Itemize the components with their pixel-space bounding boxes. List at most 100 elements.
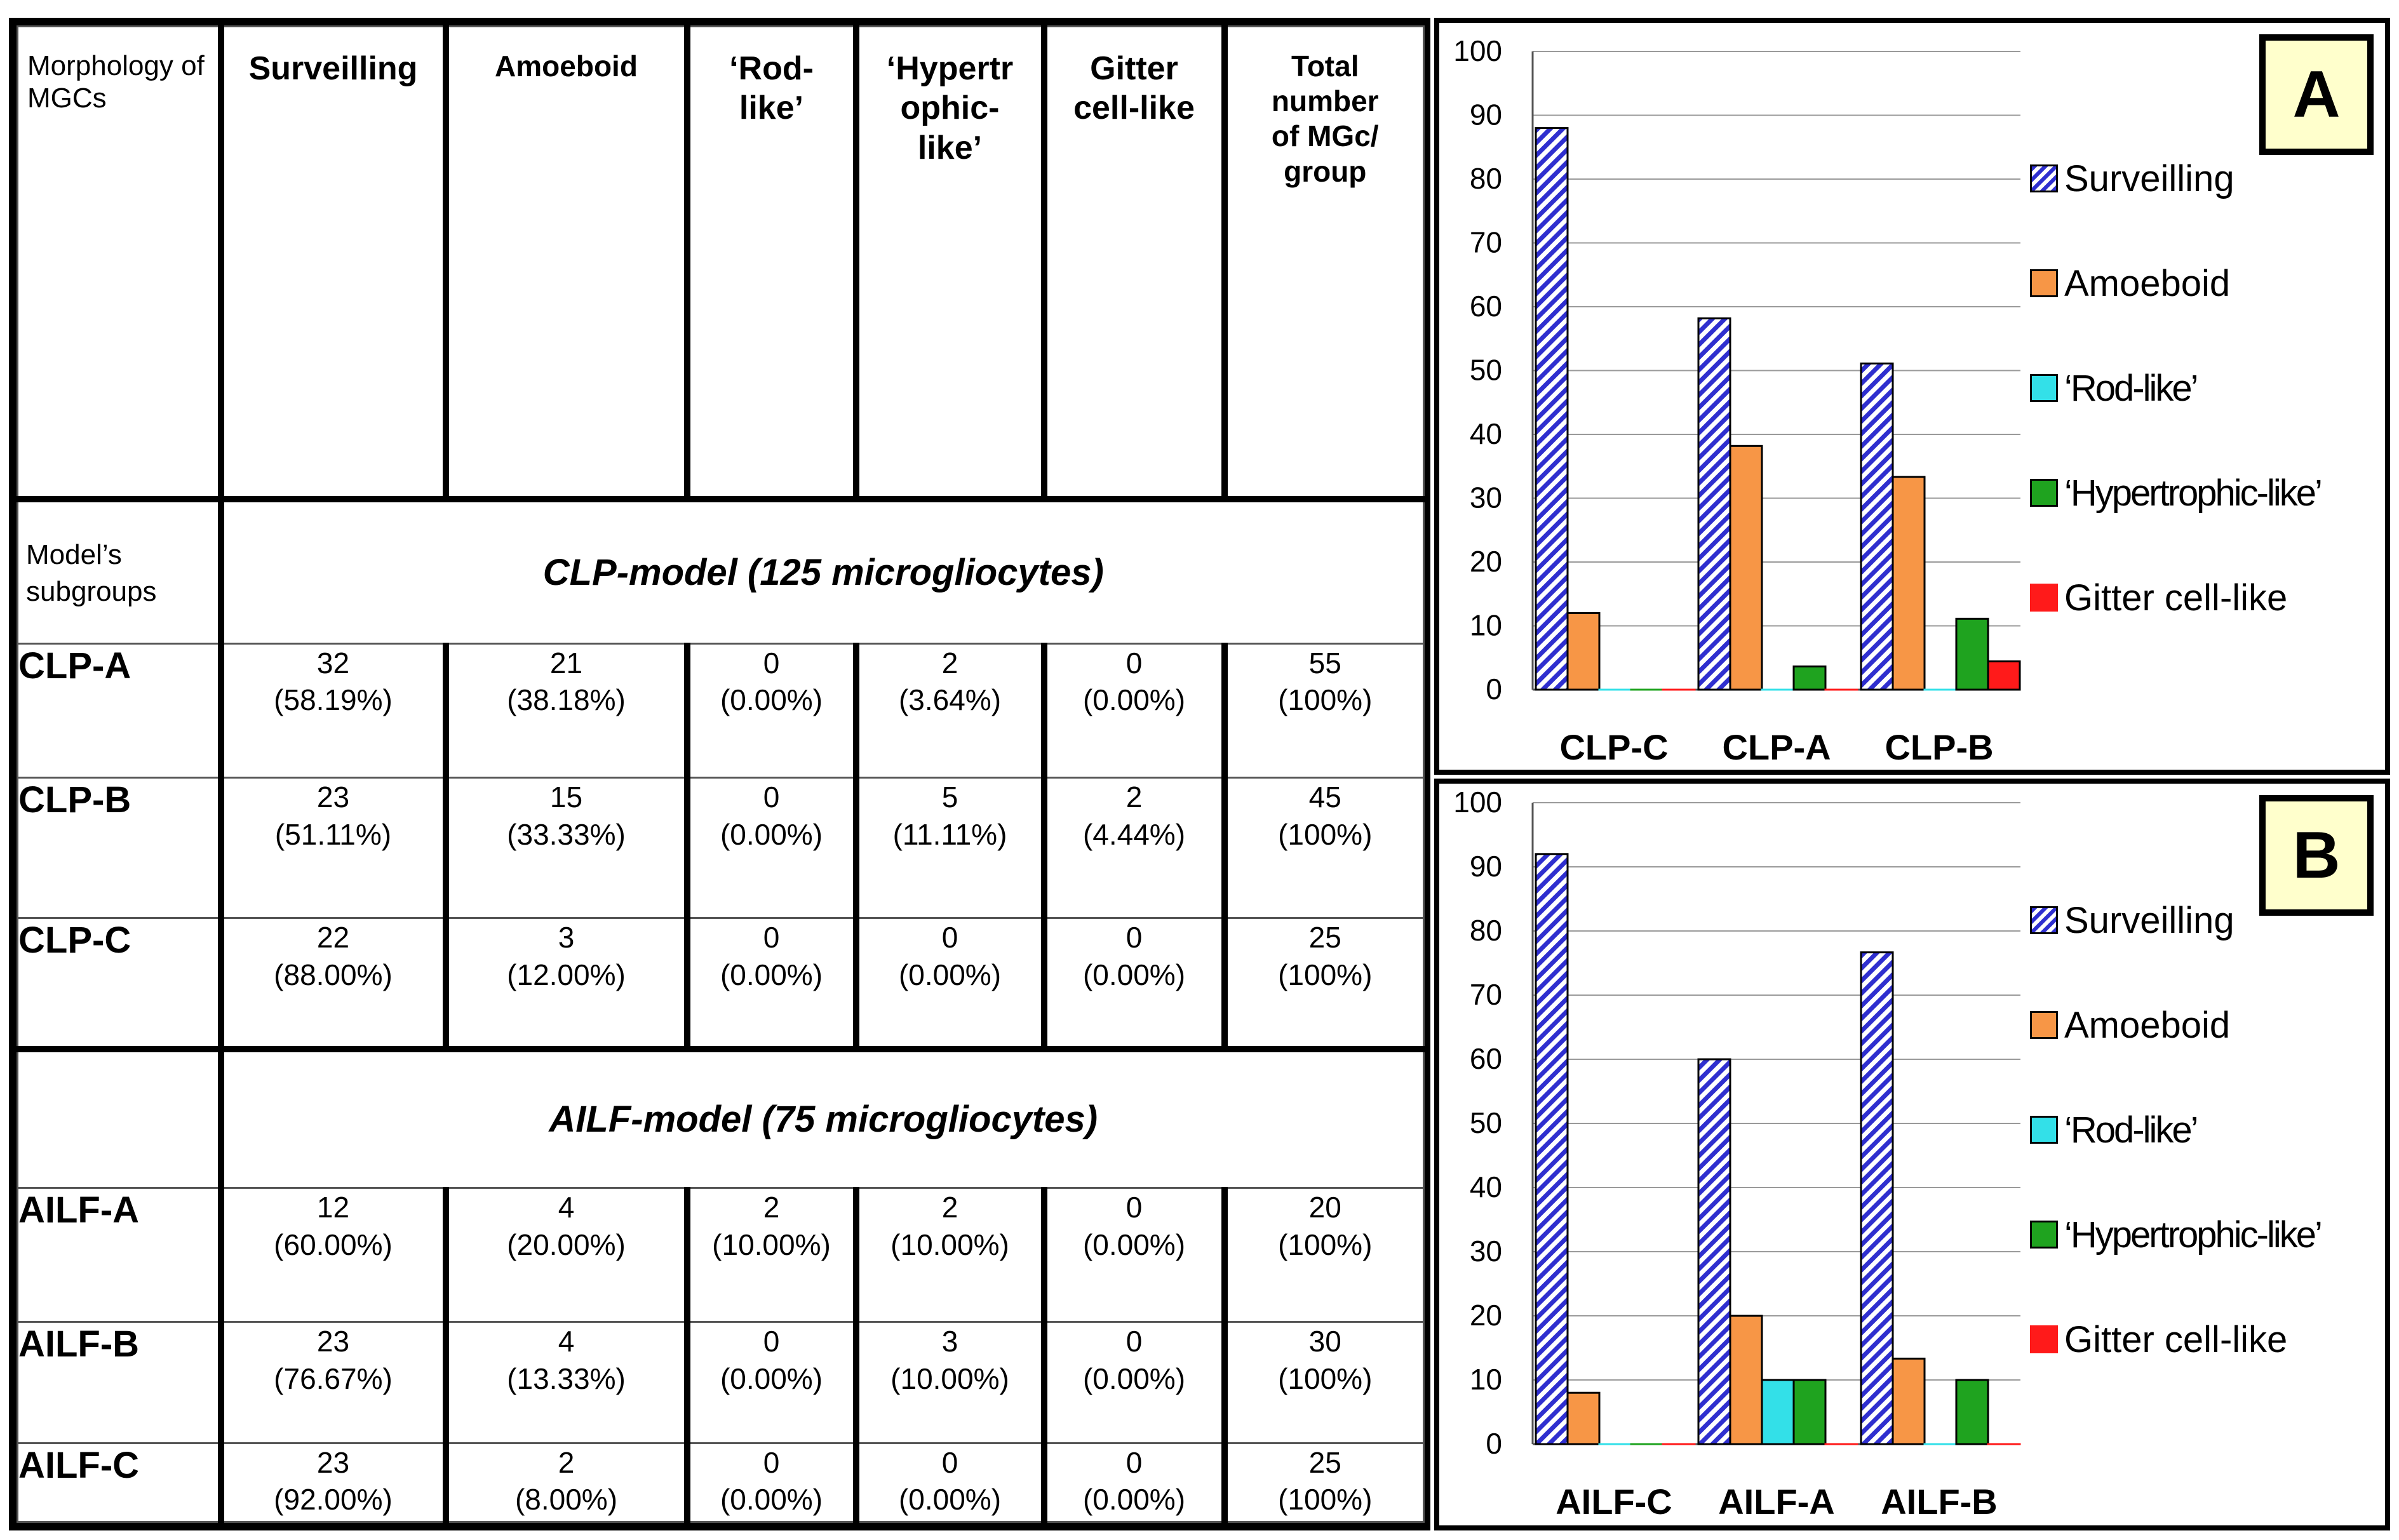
cell-amoeboid: 4 (20.00%) xyxy=(445,1186,690,1323)
cell-count: 30 xyxy=(1308,1324,1341,1358)
col-header-gitter-cell-like: Gitter cell-like xyxy=(1073,50,1195,127)
cell-rod-like: 0 (0.00%) xyxy=(686,642,859,779)
cell-count: 0 xyxy=(763,1445,780,1479)
cell-percent: (3.64%) xyxy=(898,683,1002,717)
y-tick-label: 50 xyxy=(1470,354,1502,387)
cell-gitter-cell-like: 0 (0.00%) xyxy=(1043,1320,1228,1444)
table-row: AILF-B 23 (76.67%) 4 (13.33%) 0 (0.00%) 3 (10.00… xyxy=(17,1320,1425,1444)
bar xyxy=(1860,362,1894,691)
cell-percent: (0.00%) xyxy=(898,958,1002,992)
cell-count: 23 xyxy=(316,780,350,814)
cell-count: 5 xyxy=(941,780,958,814)
y-tick-label: 20 xyxy=(1470,1299,1502,1332)
cell-surveilling: 22 (88.00%) xyxy=(220,917,449,1050)
cell-gitter-cell-like: 0 (0.00%) xyxy=(1043,1186,1228,1323)
cell-percent: (0.00%) xyxy=(720,817,823,851)
bar xyxy=(1535,127,1569,691)
cell-count: 0 xyxy=(763,1324,780,1358)
legend-item: Gitter cell-like xyxy=(2030,575,2321,620)
y-tick-label: 100 xyxy=(1453,34,1502,67)
cell-total: 30 (100%) xyxy=(1223,1320,1425,1444)
panel-label-a: A xyxy=(2259,34,2374,155)
clp-rows: CLP-A 32 (58.19%) 21 (38.18%) 0 (0.00%) 2 (3.64%… xyxy=(17,642,1425,1050)
cell-count: 55 xyxy=(1308,646,1341,680)
bar xyxy=(1987,660,2021,691)
cell-count: 2 xyxy=(941,646,958,680)
cell-count: 0 xyxy=(1126,921,1143,954)
cell-percent: (4.44%) xyxy=(1082,817,1186,851)
cell-count: 3 xyxy=(558,921,575,954)
cell-total: 55 (100%) xyxy=(1223,642,1425,779)
legend-item: ‘Hypertrophic-like’ xyxy=(2030,471,2323,515)
cell-amoeboid: 2 (8.00%) xyxy=(445,1442,690,1523)
legend-label: Gitter cell-like xyxy=(2064,1318,2288,1360)
bar xyxy=(1955,617,1989,691)
legend-label: Amoeboid xyxy=(2064,1004,2231,1046)
bar xyxy=(1729,445,1763,691)
legend-swatch xyxy=(2030,1325,2058,1353)
legend-swatch xyxy=(2030,906,2058,934)
bar xyxy=(1892,1357,1926,1445)
cell-hypertrophic-like: 0 (0.00%) xyxy=(855,1442,1047,1523)
x-tick-label: CLP-A xyxy=(1722,727,1831,767)
cell-percent: (51.11%) xyxy=(274,817,392,851)
y-tick-label: 0 xyxy=(1486,1427,1502,1460)
cell-count: 0 xyxy=(1126,646,1143,680)
cell-percent: (58.19%) xyxy=(274,683,393,717)
legend-label: ‘Rod-like’ xyxy=(2064,1109,2199,1151)
cell-count: 2 xyxy=(558,1445,575,1479)
y-tick-label: 70 xyxy=(1470,226,1502,259)
cell-percent: (0.00%) xyxy=(1082,683,1186,717)
cell-total: 25 (100%) xyxy=(1223,917,1425,1050)
cell-count: 23 xyxy=(316,1445,350,1479)
cell-total: 25 (100%) xyxy=(1223,1442,1425,1523)
y-tick-label: 30 xyxy=(1470,481,1502,514)
cell-percent: (10.00%) xyxy=(890,1228,1009,1261)
row-label: AILF-B xyxy=(17,1320,224,1444)
subgroups-label: Model’s subgroups xyxy=(26,539,157,607)
legend-item: ‘Rod-like’ xyxy=(2030,1108,2321,1152)
cell-percent: (100%) xyxy=(1278,1228,1373,1261)
cell-percent: (0.00%) xyxy=(898,1483,1002,1517)
cell-gitter-cell-like: 0 (0.00%) xyxy=(1043,642,1228,779)
cell-percent: (0.00%) xyxy=(720,1362,823,1395)
y-tick-label: 40 xyxy=(1470,1170,1502,1203)
bar xyxy=(1697,317,1731,691)
cell-percent: (38.18%) xyxy=(507,683,626,717)
cell-percent: (76.67%) xyxy=(274,1362,393,1395)
col-header-total: Total number of MGc/ group xyxy=(1271,50,1379,188)
cell-count: 32 xyxy=(316,646,350,680)
bar xyxy=(1792,665,1827,691)
legend-swatch xyxy=(2030,269,2058,297)
cell-hypertrophic-like: 0 (0.00%) xyxy=(855,917,1047,1050)
y-tick-label: 70 xyxy=(1470,978,1502,1011)
cell-gitter-cell-like: 0 (0.00%) xyxy=(1043,1442,1228,1523)
y-tick-label: 50 xyxy=(1470,1106,1502,1139)
y-tick-label: 40 xyxy=(1470,417,1502,450)
cell-amoeboid: 21 (38.18%) xyxy=(445,642,690,779)
col-header-amoeboid: Amoeboid xyxy=(495,50,638,83)
bar xyxy=(1729,1315,1763,1445)
panel-label-b: B xyxy=(2259,795,2374,916)
cell-percent: (0.00%) xyxy=(720,958,823,992)
legend-item: Gitter cell-like xyxy=(2030,1317,2321,1362)
legend-swatch xyxy=(2030,1221,2058,1249)
bar xyxy=(1892,476,1926,691)
cell-count: 0 xyxy=(763,646,780,680)
legend-item: Surveilling xyxy=(2030,156,2321,201)
table-header-row: Morphology of MGCs Surveilling Amoeboid … xyxy=(17,25,1425,500)
x-tick-label: CLP-B xyxy=(1885,727,1993,767)
y-tick-label: 60 xyxy=(1470,290,1502,323)
y-tick-label: 80 xyxy=(1470,914,1502,947)
legend-item: ‘Rod-like’ xyxy=(2030,366,2321,410)
x-tick-label: AILF-C xyxy=(1556,1482,1672,1522)
cell-surveilling: 12 (60.00%) xyxy=(220,1186,449,1323)
cell-hypertrophic-like: 2 (3.64%) xyxy=(855,642,1047,779)
cell-count: 4 xyxy=(558,1324,575,1358)
legend-swatch xyxy=(2030,1011,2058,1039)
legend-item: Amoeboid xyxy=(2030,261,2321,305)
cell-rod-like: 0 (0.00%) xyxy=(686,917,859,1050)
cell-gitter-cell-like: 2 (4.44%) xyxy=(1043,776,1228,920)
cell-percent: (0.00%) xyxy=(1082,1228,1186,1261)
cell-count: 23 xyxy=(316,1324,350,1358)
